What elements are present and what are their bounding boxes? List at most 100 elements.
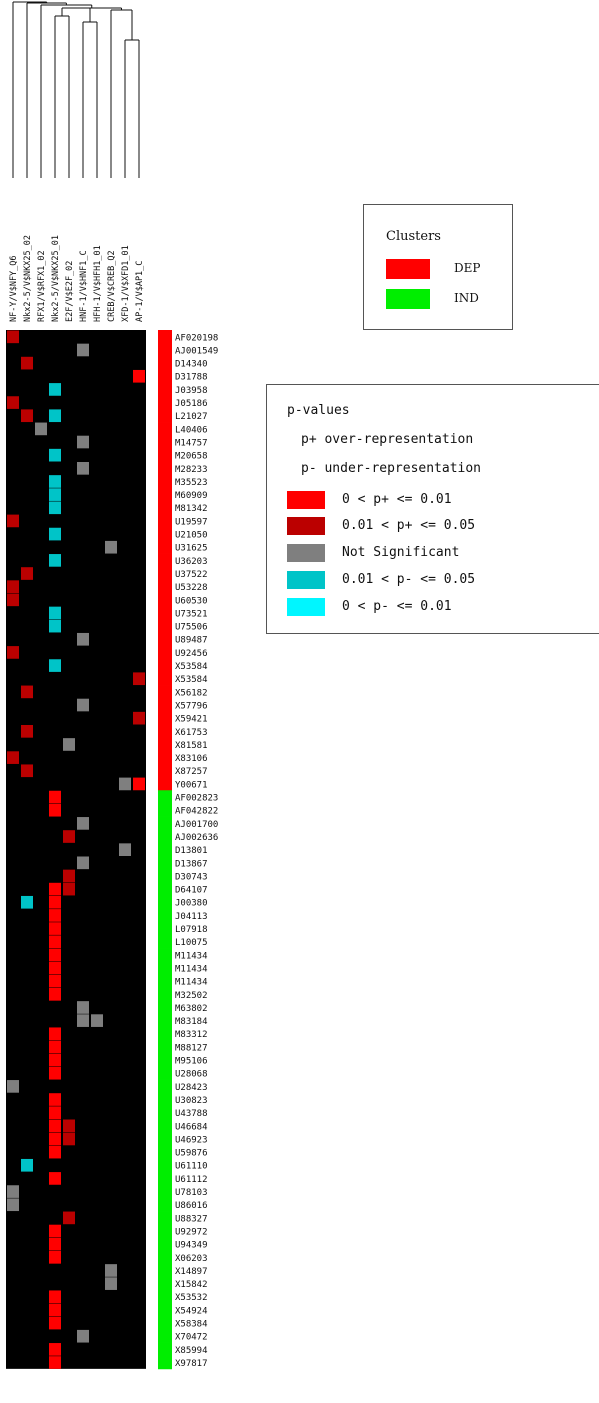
cluster-bar-segment [158,487,172,502]
cluster-bar-segment [158,553,172,568]
row-label: U88327 [175,1214,208,1224]
row-label: X59421 [175,715,208,725]
cluster-bar-segment [158,474,172,489]
cluster-bar-segment [158,1237,172,1251]
cluster-bar-segment [158,593,172,607]
heatmap-cell [49,409,61,423]
cluster-bar-segment [158,1105,172,1120]
heatmap-cell [49,1040,61,1054]
cluster-bar-segment [158,658,172,673]
heatmap-cell [49,895,61,909]
pvalue-label-3: Not Significant [342,545,460,560]
row-label: AF042822 [175,807,218,817]
row-label: M32502 [175,991,208,1001]
heatmap-cell [49,882,61,896]
cluster-bar-segment [158,330,172,344]
row-label: U19597 [175,517,208,527]
heatmap-cell [105,1264,117,1277]
row-label: U92972 [175,1227,208,1237]
row-label: X85994 [175,1346,208,1356]
heatmap-cell [7,1185,19,1198]
row-label: AF002823 [175,794,218,804]
column-labels: NF-Y/V$NFY_Q6 Nkx2-5/V$NKX25_02 RFX1/V$RFX… [9,235,145,322]
cluster-bar-segment [158,1040,172,1054]
heatmap-cell [21,764,33,778]
pvalue-item-3: Not Significant [287,544,587,564]
row-label: U28423 [175,1083,208,1093]
heatmap-cell [49,1119,61,1133]
heatmap-cell [133,711,145,725]
pvalue-label-1: 0 < p+ <= 0.01 [342,492,452,507]
row-label: U92456 [175,649,208,659]
heatmap-cell [77,698,89,712]
column-label: HNF-1/V$HNF1_C [79,250,89,322]
row-label: J04113 [175,912,208,922]
row-label: M95106 [175,1057,208,1067]
pvalue-label-4: 0.01 < p- <= 0.05 [342,572,476,587]
heatmap-cell [49,1303,61,1317]
row-label: AJ001549 [175,346,218,356]
cluster-bar-segment [158,1000,172,1015]
cluster-bar-segment [158,895,172,909]
row-label: X15842 [175,1280,208,1290]
heatmap-cell [119,843,131,856]
clusters-legend-title: Clusters [386,229,441,244]
column-label: Nkx2-5/V$NKX25_01 [51,235,61,322]
row-label: U61112 [175,1175,208,1185]
row-label: D31788 [175,373,208,383]
cluster-bar-segment [158,974,172,988]
cluster-bar-segment [158,1355,172,1370]
row-label: U61110 [175,1162,208,1172]
cluster-bar-segment [158,1316,172,1330]
cluster-bar-segment [158,1158,172,1172]
cluster-bar-segment [158,1224,172,1238]
cluster-bar-segment [158,422,172,436]
row-label: X83106 [175,754,208,764]
row-label: U30823 [175,1096,208,1106]
heatmap-cell [77,817,89,830]
heatmap-cell [49,935,61,949]
cluster-bar-segment [158,1171,172,1186]
row-label: X54924 [175,1306,208,1316]
heatmap-cell [77,343,89,357]
cluster-bar-segment [158,1092,172,1107]
cluster-bar-segment [158,1079,172,1094]
pvalue-swatch-1 [287,491,325,509]
row-label: D13867 [175,859,208,869]
heatmap-cell [77,462,89,475]
pvalue-label-5: 0 < p- <= 0.01 [342,599,452,614]
cluster-bar-segment [158,1263,172,1278]
heatmap-cell [7,1198,19,1212]
cluster-bar-segment [158,408,172,423]
heatmap-cell [49,606,61,620]
legend-label-ind: IND [454,291,479,305]
heatmap-cell [21,895,33,909]
cluster-bar-segment [158,842,172,857]
heatmap-cell [49,790,61,804]
heatmap-cell [49,948,61,962]
cluster-bar-segment [158,816,172,831]
heatmap-cell [49,475,61,488]
column-dendrogram [12,1,140,178]
row-label: U94349 [175,1241,208,1251]
heatmap-cell [49,988,61,1001]
cluster-bar-segment [158,1289,172,1304]
heatmap-cell [49,1066,61,1080]
cluster-bar-segment [158,750,172,765]
heatmap-cell [7,396,19,409]
row-label: U37522 [175,570,208,580]
row-label: M11434 [175,951,208,961]
row-label: X61753 [175,728,208,738]
row-label: U43788 [175,1109,208,1119]
cluster-bar-segment [158,461,172,476]
row-label: U78103 [175,1188,208,1198]
cluster-bar-segment [158,790,172,804]
row-label: U86016 [175,1201,208,1211]
cluster-bar-segment [158,1329,172,1343]
row-label: U73521 [175,609,208,619]
row-label: M28233 [175,465,208,475]
pvalue-legend-title: p-values [287,403,350,418]
pvalue-swatch-4 [287,571,325,589]
heatmap-cell [77,632,89,646]
row-label: U46684 [175,1122,208,1132]
